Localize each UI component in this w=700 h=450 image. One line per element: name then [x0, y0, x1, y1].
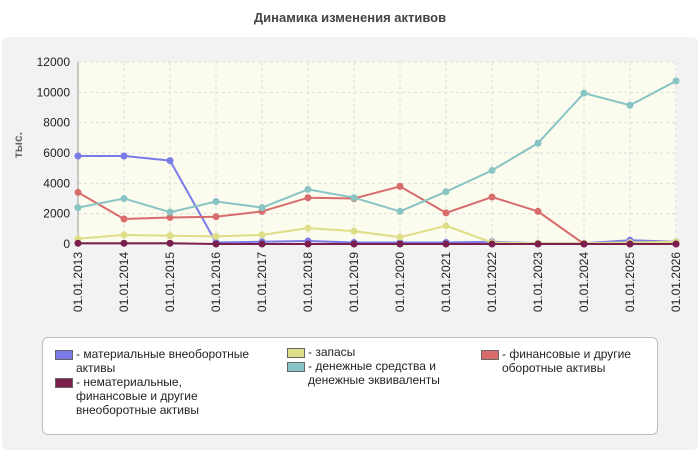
x-tick-label: 01.01.2023 [531, 252, 545, 312]
legend-label-intangible-assets: - нематериальные, финансовые и другие вн… [76, 375, 199, 417]
y-tick-label: 6000 [43, 146, 70, 160]
series-point-4 [396, 207, 404, 215]
legend-swatch-inventories [287, 348, 305, 358]
x-tick-label: 01.01.2019 [347, 252, 361, 312]
series-point-3 [304, 240, 312, 248]
series-point-4 [166, 208, 174, 216]
series-line-4 [77, 80, 677, 214]
legend-label-cash: - денежные средства и денежные эквивален… [308, 359, 440, 387]
legend-item-material-assets: - материальные внеоборотные активы [55, 347, 249, 375]
x-tick-label: 01.01.2014 [117, 252, 131, 312]
series-point-1 [212, 232, 220, 240]
series-point-0 [166, 157, 174, 165]
series-point-3 [74, 239, 82, 247]
x-tick-label: 01.01.2013 [71, 252, 85, 312]
series-point-4 [350, 194, 358, 202]
series-point-3 [672, 240, 680, 248]
series-point-4 [74, 204, 82, 212]
series-point-1 [442, 222, 450, 230]
series-point-3 [580, 240, 588, 248]
series-point-3 [120, 239, 128, 247]
x-tick-label: 01.01.2015 [163, 252, 177, 312]
series-point-4 [672, 77, 680, 85]
y-tick-label: 4000 [43, 176, 70, 190]
y-tick-label: 2000 [43, 207, 70, 221]
series-point-1 [396, 233, 404, 241]
series-point-3 [396, 240, 404, 248]
x-tick-label: 01.01.2022 [485, 252, 499, 312]
y-tick-label: 8000 [43, 116, 70, 130]
x-tick-label: 01.01.2026 [669, 252, 683, 312]
x-tick-label: 01.01.2024 [577, 252, 591, 312]
x-tick-label: 01.01.2018 [301, 252, 315, 312]
series-point-1 [350, 227, 358, 235]
legend-label-material-assets: - материальные внеоборотные активы [76, 347, 249, 375]
x-tick-label: 01.01.2020 [393, 252, 407, 312]
series-point-3 [166, 239, 174, 247]
legend-label-financial-current-assets: - финансовые и другие оборотные активы [502, 347, 631, 375]
legend-swatch-intangible-assets [55, 378, 73, 388]
series-point-2 [488, 193, 496, 201]
legend-item-intangible-assets: - нематериальные, финансовые и другие вн… [55, 375, 199, 417]
series-point-2 [396, 182, 404, 190]
series-point-2 [304, 194, 312, 202]
y-tick-label: 12000 [37, 55, 71, 69]
series-point-3 [350, 240, 358, 248]
x-tick-label: 01.01.2016 [209, 252, 223, 312]
y-tick-label: 10000 [37, 85, 71, 99]
series-point-2 [442, 209, 450, 217]
x-tick-label: 01.01.2025 [623, 252, 637, 312]
legend-label-inventories: - запасы [308, 345, 356, 359]
series-point-1 [166, 232, 174, 240]
series-point-4 [488, 166, 496, 174]
series-point-2 [74, 188, 82, 196]
legend-swatch-cash [287, 362, 305, 372]
series-point-4 [580, 89, 588, 97]
chart-title: Динамика изменения активов [253, 10, 447, 25]
series-point-3 [258, 240, 266, 248]
y-axis-label: тыс. [11, 132, 25, 158]
series-point-2 [120, 215, 128, 223]
legend-swatch-financial-current-assets [481, 350, 499, 360]
series-point-1 [258, 231, 266, 239]
series-point-2 [212, 213, 220, 221]
series-point-4 [258, 204, 266, 212]
series-point-4 [304, 185, 312, 193]
series-point-2 [534, 207, 542, 215]
series-point-3 [488, 240, 496, 248]
series-line-2 [77, 185, 676, 245]
legend-swatch-material-assets [55, 350, 73, 360]
x-tick-label: 01.01.2017 [255, 252, 269, 312]
series-point-2 [166, 213, 174, 221]
series-point-0 [74, 152, 82, 160]
series-line-3 [78, 242, 676, 245]
x-tick-label: 01.01.2021 [439, 252, 453, 312]
series-point-3 [626, 240, 634, 248]
y-tick-label: 0 [63, 237, 70, 251]
series-point-4 [212, 198, 220, 206]
legend-item-financial-current-assets: - финансовые и другие оборотные активы [481, 347, 631, 375]
series-point-0 [120, 152, 128, 160]
legend-item-cash: - денежные средства и денежные эквивален… [287, 359, 440, 387]
legend-item-inventories: - запасы [287, 345, 355, 359]
series-point-3 [442, 240, 450, 248]
series-point-4 [442, 188, 450, 196]
series-point-1 [120, 231, 128, 239]
series-point-3 [534, 240, 542, 248]
series-point-3 [212, 240, 220, 248]
series-point-4 [120, 195, 128, 202]
chart-legend: - материальные внеоборотные активы - нем… [42, 337, 658, 435]
series-point-1 [304, 224, 312, 232]
series-point-4 [626, 101, 634, 109]
series-point-4 [534, 139, 542, 147]
